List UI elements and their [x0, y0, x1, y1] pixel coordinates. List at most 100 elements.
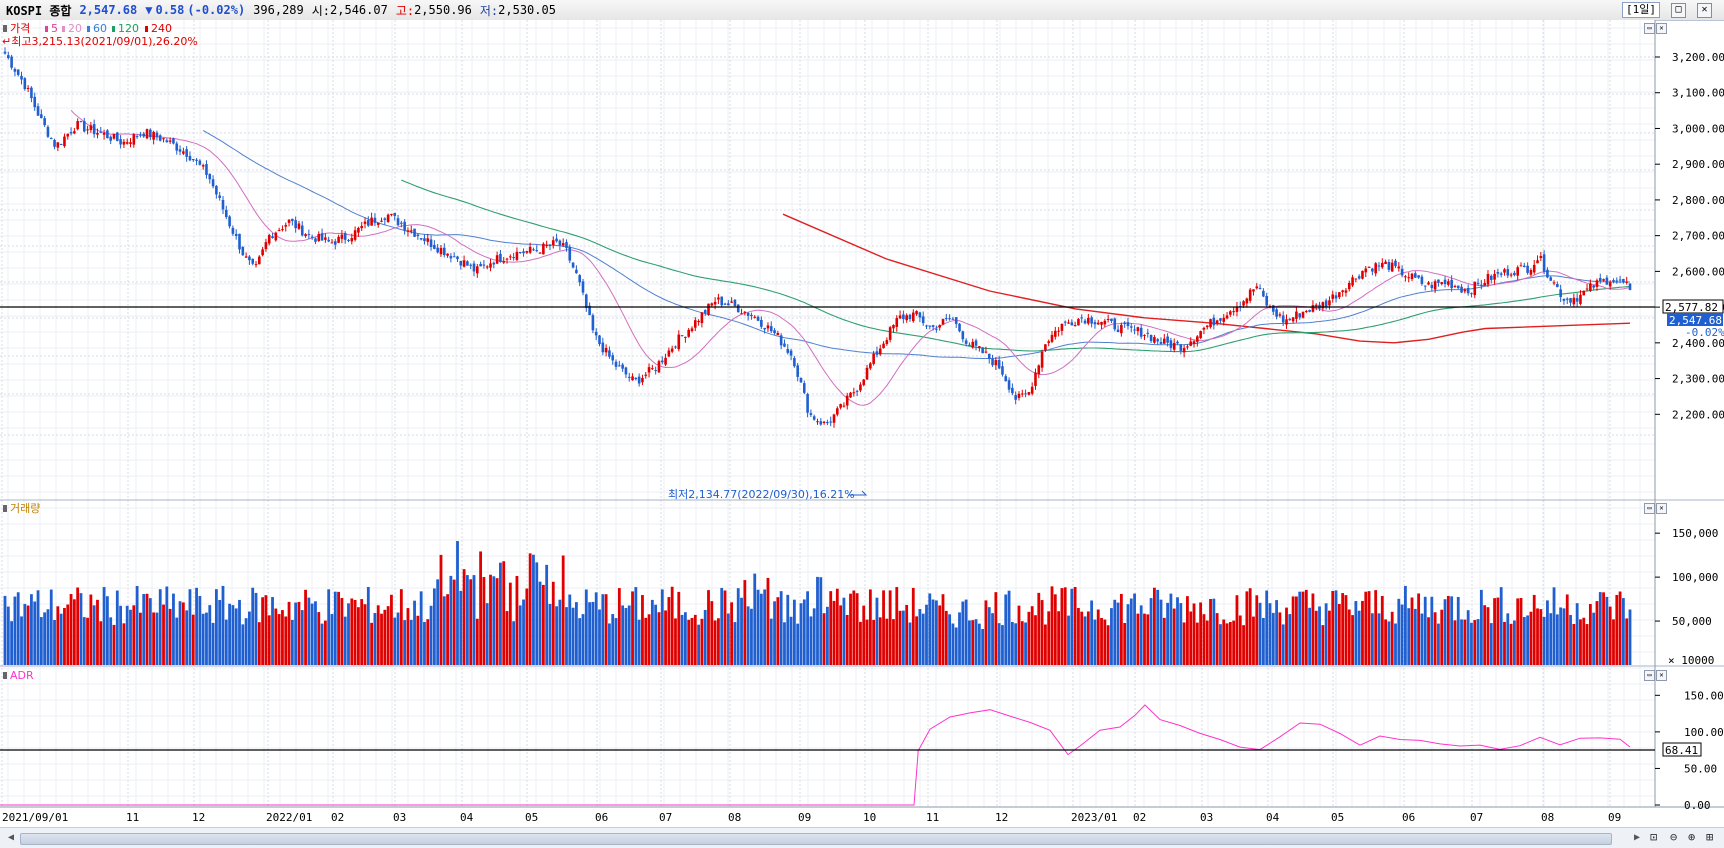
volume-bar	[472, 575, 476, 665]
volume-bar	[1172, 608, 1176, 665]
candle-body	[865, 367, 869, 380]
scroll-thumb[interactable]	[20, 833, 1612, 845]
candle-body	[1202, 327, 1206, 330]
period-selector[interactable]: [1일]	[1622, 2, 1660, 18]
candle-body	[1291, 317, 1295, 322]
candle-body	[961, 331, 965, 340]
volume-panel[interactable]	[3, 541, 1632, 665]
candle-body	[1407, 277, 1411, 279]
candle-body	[1209, 319, 1212, 328]
candle-body	[641, 377, 644, 383]
volume-bar	[789, 616, 793, 665]
candle-body	[1338, 292, 1341, 298]
date-tick-label: 08	[728, 811, 741, 824]
volume-bar	[1034, 615, 1037, 665]
candle-body	[565, 242, 568, 249]
volume-bar	[1582, 617, 1586, 665]
close-icon[interactable]: ✕	[1697, 2, 1712, 18]
candle-body	[383, 218, 387, 220]
volume-bar	[1549, 613, 1553, 665]
volume-panel-minimize-icon[interactable]: ▭	[1644, 503, 1655, 514]
volume-bar	[330, 614, 334, 665]
candle-body	[376, 222, 380, 225]
volume-bar	[855, 593, 859, 665]
candle-body	[1265, 295, 1268, 306]
volume-bar	[574, 602, 578, 665]
candle-body	[611, 355, 615, 361]
volume-bar	[1423, 596, 1427, 665]
candle-body	[1387, 262, 1391, 270]
volume-bar	[499, 562, 502, 665]
candle-body	[1470, 293, 1473, 295]
volume-bar	[594, 592, 598, 665]
candle-body	[789, 350, 793, 356]
candle-body	[244, 256, 248, 258]
volume-bar	[1037, 592, 1041, 665]
price-panel-close-icon[interactable]: ✕	[1656, 23, 1667, 34]
volume-bar	[1209, 598, 1212, 665]
candle-body	[56, 142, 60, 148]
adr-panel-minimize-icon[interactable]: ▭	[1644, 670, 1655, 681]
volume-bar	[1536, 608, 1539, 665]
candle-body	[954, 317, 958, 324]
volume-bar	[588, 602, 592, 665]
candle-body	[723, 303, 727, 305]
maximize-icon[interactable]: □	[1671, 2, 1686, 18]
candle-body	[941, 319, 945, 325]
down-arrow-icon: ▼	[145, 3, 153, 17]
price-panel[interactable]	[0, 47, 1655, 428]
volume-bar	[446, 594, 449, 665]
zoom-in-icon[interactable]: ⊕	[1688, 830, 1696, 844]
volume-bar	[1014, 623, 1018, 665]
adr-panel-close-icon[interactable]: ✕	[1656, 670, 1667, 681]
volume-bar	[1245, 591, 1249, 665]
volume-bar	[1331, 590, 1335, 665]
candle-body	[872, 353, 875, 364]
volume-bar	[1446, 595, 1450, 665]
scroll-left-icon[interactable]: ◀	[7, 832, 15, 843]
candle-body	[125, 142, 129, 144]
volume-bar	[1060, 588, 1064, 665]
zoom-fit-icon[interactable]: ⊞	[1706, 830, 1714, 844]
scroll-right-icon[interactable]: ▶	[1633, 832, 1641, 843]
candle-body	[921, 316, 925, 324]
volume-bar	[796, 623, 800, 665]
volume-bar	[1344, 595, 1348, 665]
volume-bar	[1113, 599, 1117, 665]
price-panel-minimize-icon[interactable]: ▭	[1644, 23, 1655, 34]
candle-body	[1334, 295, 1338, 299]
volume-bar	[743, 580, 747, 665]
volume-bar	[624, 608, 628, 665]
candle-body	[1001, 366, 1004, 375]
candle-body	[839, 404, 842, 408]
candle-body	[492, 262, 496, 265]
volume-bar	[1380, 595, 1384, 665]
volume-bar	[1126, 604, 1130, 665]
adr-line[interactable]	[0, 704, 1631, 806]
volume-bar	[1228, 621, 1232, 665]
zoom-out-icon[interactable]: ⊖	[1670, 830, 1678, 844]
candle-body	[621, 364, 624, 369]
zoom-reset-icon[interactable]: ⊡	[1650, 830, 1658, 844]
volume-panel-close-icon[interactable]: ✕	[1656, 503, 1667, 514]
volume-bar	[1202, 614, 1206, 665]
candle-body	[1219, 318, 1222, 321]
volume-bar	[423, 621, 426, 665]
volume-bar	[753, 573, 757, 665]
volume-bar	[809, 616, 813, 665]
candle-body	[809, 413, 813, 415]
candle-body	[647, 367, 651, 373]
volume-bar	[155, 612, 159, 665]
volume-bar	[1136, 613, 1140, 665]
volume-bar	[683, 612, 687, 665]
candle-body	[267, 234, 271, 244]
volume-bar	[1106, 625, 1110, 665]
horizontal-scrollbar[interactable]: ◀ ▶ ⊡ ⊖ ⊕ ⊞	[0, 827, 1724, 848]
candle-body	[1443, 279, 1447, 285]
chart-canvas[interactable]: 가격 5 20 60 120 240 ↵최고3,215.13(2021/09/0…	[0, 20, 1724, 827]
volume-bar	[1063, 587, 1067, 665]
candle-body	[343, 233, 347, 240]
candle-body	[845, 395, 849, 406]
candle-body	[178, 149, 182, 152]
candle-body	[109, 136, 112, 141]
